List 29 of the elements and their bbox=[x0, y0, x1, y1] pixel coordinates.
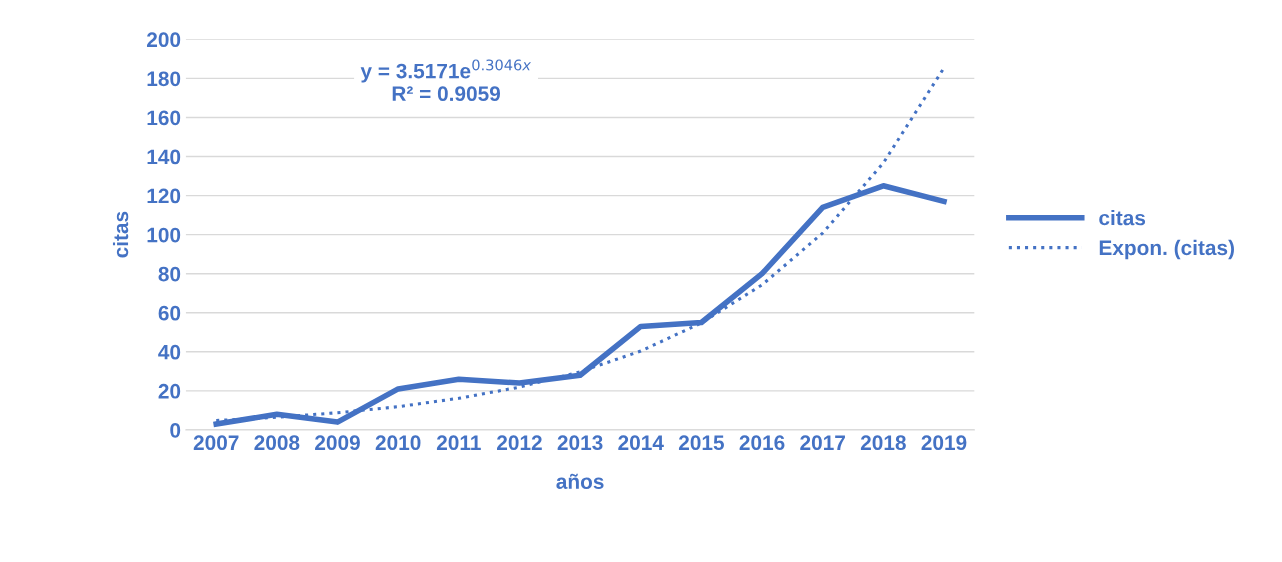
x-axis-title: años bbox=[556, 473, 604, 489]
y-tick-label: 100 bbox=[147, 227, 181, 243]
y-tick-label: 0 bbox=[170, 422, 181, 438]
annotation: y = 3.5171e$^{0.3046x}$ R² = 0.9059 bbox=[360, 59, 532, 102]
y-tick-label: 20 bbox=[158, 383, 181, 399]
x-tick-label: 2014 bbox=[618, 435, 664, 451]
x-tick-label: 2018 bbox=[860, 435, 906, 451]
x-tick-label: 2007 bbox=[193, 435, 239, 451]
x-tick-label: 2011 bbox=[436, 435, 481, 451]
x-tick-label: 2015 bbox=[678, 435, 724, 451]
x-tick-label: 2016 bbox=[739, 435, 785, 451]
x-tick-label: 2010 bbox=[375, 435, 421, 451]
x-tick-label: 2009 bbox=[315, 435, 360, 451]
x-tick-label: 2012 bbox=[497, 435, 542, 451]
legend-label: citas bbox=[1099, 210, 1146, 226]
y-tick-label: 180 bbox=[147, 71, 181, 87]
legend-label: Expon. (citas) bbox=[1099, 239, 1234, 260]
y-tick-label: 80 bbox=[158, 266, 181, 282]
x-tick-label: 2017 bbox=[800, 435, 845, 451]
y-tick-label: 40 bbox=[158, 344, 181, 360]
x-tick-label: 2019 bbox=[921, 435, 967, 451]
x-tick-label: 2013 bbox=[557, 435, 603, 451]
y-tick-label: 60 bbox=[158, 305, 181, 321]
y-tick-label: 120 bbox=[147, 188, 181, 204]
y-tick-label: 140 bbox=[147, 149, 181, 165]
y-axis-title: citas bbox=[112, 211, 129, 258]
y-tick-label: 200 bbox=[147, 32, 181, 48]
x-tick-label: 2008 bbox=[254, 435, 300, 451]
y-tick-label: 160 bbox=[147, 110, 181, 126]
